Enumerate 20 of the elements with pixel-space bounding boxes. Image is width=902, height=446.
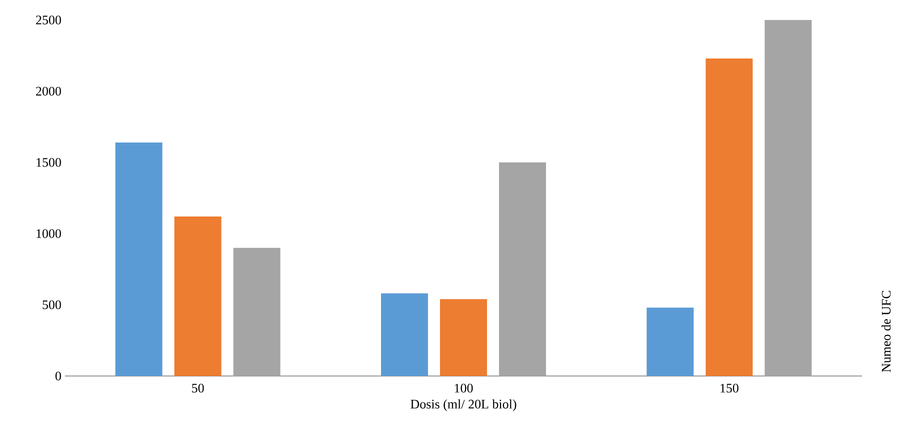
bar [646,308,694,376]
y-tick-label: 2500 [36,16,61,24]
bar [174,216,222,376]
y-tick-label: 1500 [36,158,61,167]
bar [440,299,488,376]
x-tick-label: 150 [720,384,738,393]
x-tick-label: 100 [454,384,473,393]
y-tick-label: 500 [42,300,61,310]
bar [706,58,753,376]
y-tick-label: 0 [55,372,61,380]
y-axis-title: Numeo de UFC [881,290,891,372]
y-tick-label: 1000 [36,229,61,238]
bar [764,20,812,376]
y-tick-label: 2000 [36,86,61,96]
bar [499,162,546,376]
x-axis-title: Dosis (ml/ 20L biol) [410,399,516,412]
x-tick-label: 50 [192,384,204,393]
bar [381,293,428,376]
bar [233,248,280,376]
bar [115,142,162,376]
